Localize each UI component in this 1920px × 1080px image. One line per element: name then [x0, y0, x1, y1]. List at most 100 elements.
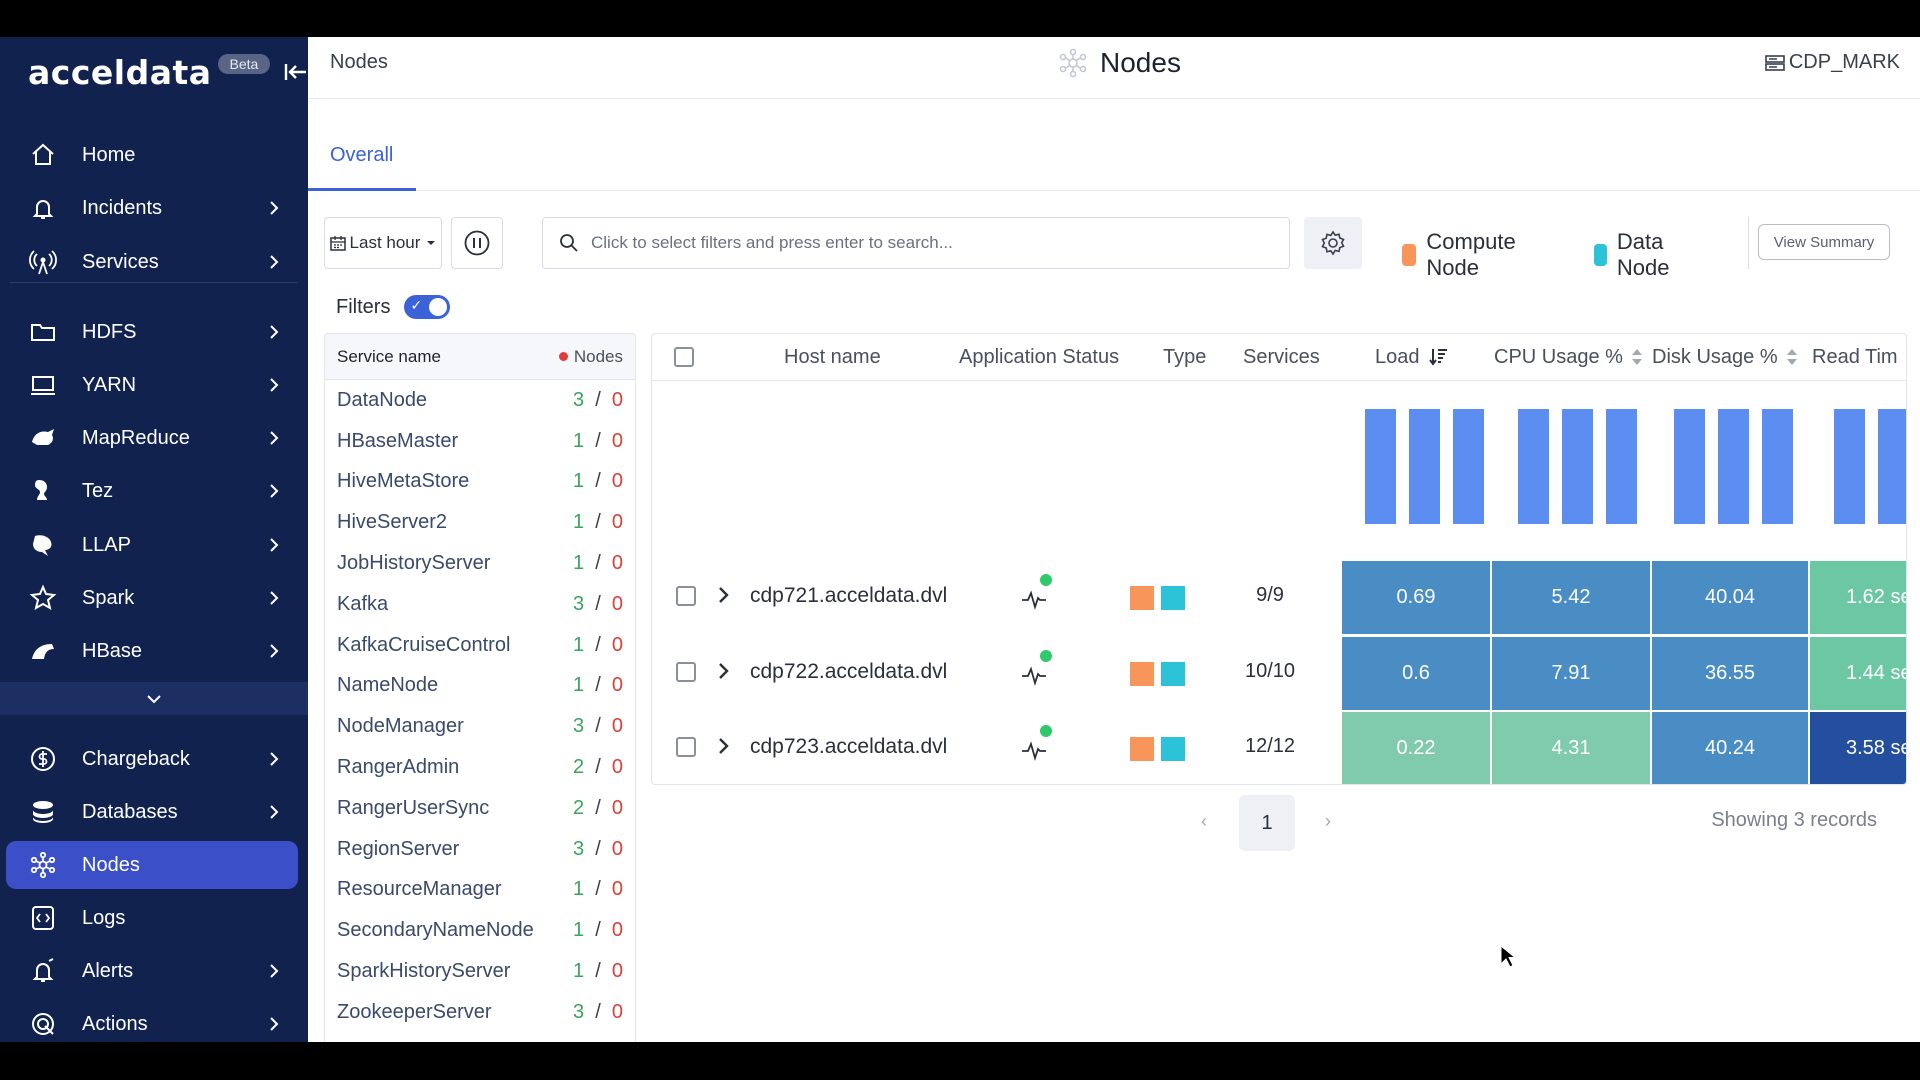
- healthy-count: 1: [573, 429, 585, 452]
- host-name[interactable]: cdp721.acceldata.dvl: [750, 584, 948, 607]
- service-row[interactable]: JobHistoryServer 1 / 0: [325, 543, 635, 584]
- row-checkbox[interactable]: [676, 586, 696, 606]
- distribution-bar[interactable]: [1834, 409, 1865, 524]
- service-row[interactable]: RangerUserSync 2 / 0: [325, 788, 635, 829]
- expand-row-icon[interactable]: [718, 584, 730, 610]
- sidebar-item-alerts[interactable]: Alerts: [6, 947, 298, 995]
- distribution-bar[interactable]: [1674, 409, 1705, 524]
- distribution-bar[interactable]: [1718, 409, 1749, 524]
- cluster-selector[interactable]: CDP_MARK: [1765, 51, 1900, 74]
- distribution-bar[interactable]: [1518, 409, 1549, 524]
- next-page-icon[interactable]: ›: [1325, 811, 1331, 831]
- distribution-bar[interactable]: [1409, 409, 1440, 524]
- column-status[interactable]: Application Status: [959, 345, 1120, 368]
- main-content: Nodes Nodes CDP_MARK Overall Last hour: [308, 37, 1920, 1042]
- sidebar-item-llap[interactable]: LLAP: [6, 521, 298, 569]
- distribution-bar[interactable]: [1562, 409, 1593, 524]
- service-row[interactable]: impalad3/0: [325, 1033, 635, 1043]
- sidebar-item-hbase[interactable]: HBase: [6, 627, 298, 675]
- metric-cell-disk[interactable]: 36.55: [1652, 636, 1808, 710]
- service-row[interactable]: KafkaCruiseControl 1 / 0: [325, 625, 635, 666]
- service-row[interactable]: SecondaryNameNode 1 / 0: [325, 910, 635, 951]
- unhealthy-count: 0: [611, 674, 623, 697]
- column-services[interactable]: Services: [1243, 345, 1320, 368]
- expand-row-icon[interactable]: [718, 735, 730, 761]
- expand-row-icon[interactable]: [718, 660, 730, 686]
- time-range-dropdown[interactable]: Last hour: [324, 217, 442, 269]
- metric-cell-cpu[interactable]: 4.31: [1492, 712, 1650, 784]
- sidebar-item-yarn[interactable]: YARN: [6, 361, 298, 409]
- metric-cell-cpu[interactable]: 5.42: [1492, 561, 1650, 634]
- sidebar-item-nodes[interactable]: Nodes: [6, 841, 298, 889]
- column-host[interactable]: Host name: [784, 345, 881, 368]
- chevron-right-icon: [264, 200, 284, 216]
- table-row[interactable]: cdp723.acceldata.dvl 12/12 0.22 4.31 40.24 3.…: [652, 711, 1906, 784]
- sidebar-item-incidents[interactable]: Incidents: [6, 184, 298, 232]
- service-row[interactable]: NameNode 1 / 0: [325, 666, 635, 707]
- metric-cell-load[interactable]: 0.22: [1342, 712, 1490, 784]
- sidebar-item-chargeback[interactable]: Chargeback: [6, 735, 298, 783]
- sidebar-item-home[interactable]: Home: [6, 131, 298, 179]
- breadcrumb[interactable]: Nodes: [330, 51, 388, 73]
- column-type[interactable]: Type: [1163, 345, 1207, 368]
- service-row[interactable]: HiveMetaStore 1 / 0: [325, 462, 635, 503]
- settings-button[interactable]: [1304, 217, 1362, 269]
- chevron-right-icon: [264, 1016, 284, 1032]
- column-load[interactable]: Load: [1375, 334, 1448, 380]
- host-name[interactable]: cdp723.acceldata.dvl: [750, 735, 948, 758]
- status-ok-dot: [1040, 725, 1052, 737]
- metric-cell-disk[interactable]: 40.04: [1652, 561, 1808, 634]
- collapse-sidebar-icon[interactable]: [284, 59, 310, 85]
- metric-cell-load[interactable]: 0.69: [1342, 561, 1490, 634]
- service-row[interactable]: RegionServer 3 / 0: [325, 829, 635, 870]
- page-button-1[interactable]: 1: [1239, 795, 1295, 851]
- metric-cell-read[interactable]: 3.58 se: [1810, 712, 1906, 784]
- sidebar-item-services[interactable]: Services: [6, 238, 298, 286]
- metric-cell-load[interactable]: 0.6: [1342, 636, 1490, 710]
- select-all-checkbox[interactable]: [674, 347, 694, 367]
- nav-expand-toggle[interactable]: [0, 682, 308, 715]
- sidebar-item-spark[interactable]: Spark: [6, 574, 298, 622]
- distribution-bar[interactable]: [1606, 409, 1637, 524]
- column-read-time[interactable]: Read Tim: [1812, 345, 1898, 368]
- table-row[interactable]: cdp722.acceldata.dvl 10/10 0.6 7.91 36.55 1.4…: [652, 636, 1906, 711]
- service-row[interactable]: DataNode 3 / 0: [325, 380, 635, 421]
- service-row[interactable]: ZookeeperServer 3 / 0: [325, 992, 635, 1033]
- tab-overall[interactable]: Overall: [308, 99, 416, 191]
- sidebar-item-actions[interactable]: Actions: [6, 1000, 298, 1042]
- row-checkbox[interactable]: [676, 661, 696, 682]
- sidebar-item-databases[interactable]: Databases: [6, 788, 298, 836]
- row-checkbox[interactable]: [676, 737, 696, 757]
- service-row[interactable]: HiveServer2 1 / 0: [325, 502, 635, 543]
- sidebar-item-tez[interactable]: Tez: [6, 467, 298, 515]
- distribution-bar[interactable]: [1762, 409, 1793, 524]
- sidebar-item-hdfs[interactable]: HDFS: [6, 308, 298, 356]
- table-row[interactable]: cdp721.acceldata.dvl 9/9 0.69 5.42 40.04 1.62…: [652, 560, 1906, 635]
- service-row[interactable]: SparkHistoryServer 1 / 0: [325, 951, 635, 992]
- filters-toggle[interactable]: ✓: [404, 295, 451, 319]
- service-row[interactable]: HBaseMaster 1 / 0: [325, 421, 635, 462]
- distribution-bar[interactable]: [1878, 409, 1906, 524]
- metric-cell-read[interactable]: 1.44 se: [1810, 636, 1906, 710]
- host-name[interactable]: cdp722.acceldata.dvl: [750, 659, 948, 683]
- column-disk[interactable]: Disk Usage %: [1652, 334, 1798, 380]
- service-row[interactable]: Kafka 3 / 0: [325, 584, 635, 625]
- distribution-bar[interactable]: [1365, 409, 1396, 524]
- service-row[interactable]: NodeManager 3 / 0: [325, 706, 635, 747]
- chevron-right-icon: [264, 963, 284, 979]
- prev-page-icon[interactable]: ‹: [1201, 811, 1207, 831]
- pause-button[interactable]: [451, 217, 503, 269]
- metric-cell-cpu[interactable]: 7.91: [1492, 636, 1650, 710]
- status-dot-icon: [558, 352, 568, 361]
- metric-cell-disk[interactable]: 40.24: [1652, 712, 1808, 784]
- service-row[interactable]: RangerAdmin 2 / 0: [325, 747, 635, 788]
- column-cpu[interactable]: CPU Usage %: [1494, 334, 1643, 380]
- search-box[interactable]: [542, 217, 1290, 269]
- search-input[interactable]: [591, 233, 1271, 253]
- view-summary-button[interactable]: View Summary: [1758, 224, 1890, 260]
- metric-cell-read[interactable]: 1.62 se: [1810, 561, 1906, 634]
- distribution-bar[interactable]: [1453, 409, 1484, 524]
- sidebar-item-logs[interactable]: Logs: [6, 894, 298, 942]
- sidebar-item-mapreduce[interactable]: MapReduce: [6, 414, 298, 462]
- service-row[interactable]: ResourceManager 1 / 0: [325, 870, 635, 911]
